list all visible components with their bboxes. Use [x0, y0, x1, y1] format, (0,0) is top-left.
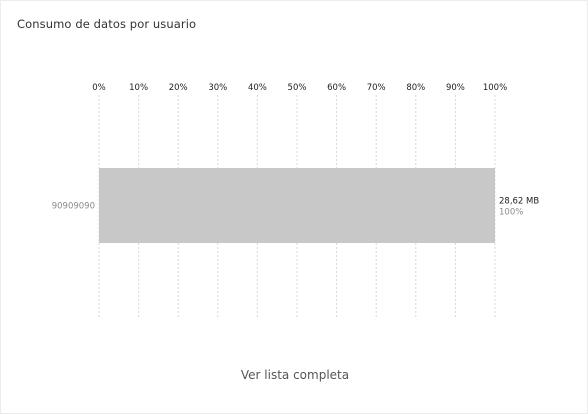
percent-label: 100%	[499, 208, 523, 218]
x-tick-label: 70%	[367, 83, 386, 93]
x-tick-label: 60%	[327, 83, 346, 93]
x-tick-label: 50%	[288, 83, 307, 93]
x-tick-label: 100%	[483, 83, 507, 93]
x-tick-label: 20%	[169, 83, 188, 93]
x-tick-label: 90%	[446, 83, 465, 93]
x-tick-label: 80%	[406, 83, 425, 93]
value-label: 28,62 MB	[499, 197, 539, 207]
view-full-list-link[interactable]: Ver lista completa	[240, 368, 350, 382]
bars-layer	[99, 168, 495, 243]
x-axis-ticks: 0% 10% 20% 30% 40% 50% 60% 70% 80% 90% 100%	[92, 83, 507, 93]
chart-title: Consumo de datos por usuario	[17, 17, 197, 31]
x-tick-label: 0%	[92, 83, 106, 93]
x-tick-label: 40%	[248, 83, 267, 93]
bar[interactable]	[99, 168, 495, 243]
x-tick-label: 10%	[129, 83, 148, 93]
category-label: 90909090	[52, 202, 95, 212]
x-tick-label: 30%	[208, 83, 227, 93]
